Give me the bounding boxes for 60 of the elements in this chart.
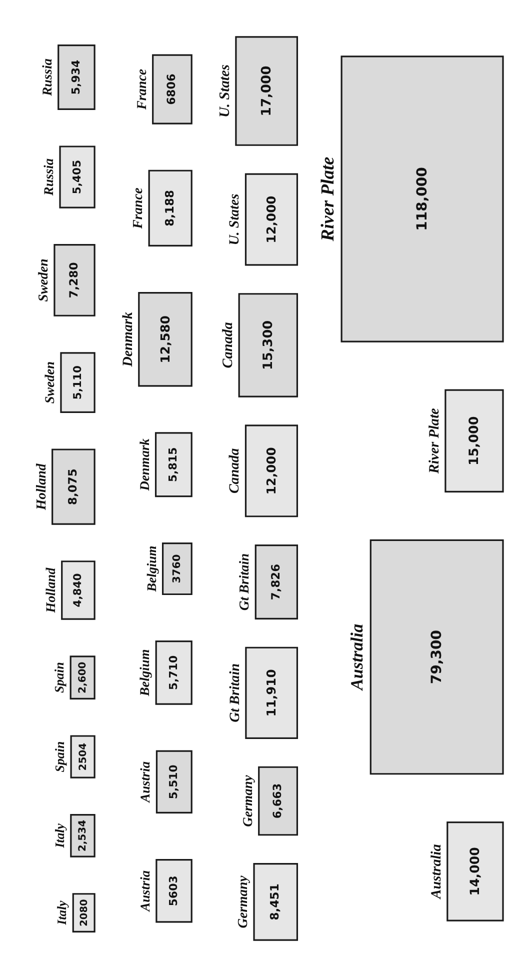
category-label: Belgium (137, 649, 152, 698)
data-label: 5,710 (166, 654, 180, 690)
data-label: 5,405 (70, 160, 84, 194)
category-label: Australia (348, 624, 367, 690)
category-label: Russia (39, 58, 54, 96)
data-label: 15,000 (467, 416, 482, 466)
data-label: 11,910 (264, 669, 279, 717)
data-label: 2080 (78, 899, 90, 926)
data-label: 14,000 (467, 846, 482, 896)
data-label: 8,451 (268, 884, 282, 920)
category-label: Sweden (42, 361, 57, 404)
category-label: Gt Britain (226, 663, 243, 722)
category-label: Australia (428, 844, 444, 900)
data-label: 7,826 (268, 564, 282, 600)
data-label: 2,534 (78, 820, 89, 852)
data-label: 5,510 (167, 764, 180, 800)
data-label: 5,815 (166, 447, 180, 482)
category-label: Germany (240, 775, 255, 827)
category-label: Denmark (136, 438, 152, 492)
category-label: Germany (235, 874, 250, 928)
data-label: 12,000 (264, 196, 278, 244)
data-label: 3760 (171, 554, 184, 584)
category-label: Canada (226, 448, 243, 494)
category-label: U. States (226, 193, 243, 246)
data-label: 5,110 (70, 366, 84, 400)
data-label: 5603 (167, 876, 180, 906)
category-label: Austria (138, 761, 153, 802)
category-label: Gt Britain (236, 553, 252, 611)
category-label: Holland (33, 464, 48, 510)
data-label: 12,580 (157, 315, 172, 364)
category-label: Italy (55, 900, 70, 926)
data-label: 8,075 (65, 468, 80, 505)
data-label: 17,000 (260, 66, 275, 116)
category-label: Denmark (120, 312, 136, 367)
category-label: Spain (52, 741, 68, 772)
category-label: Austria (137, 870, 152, 912)
category-label: River Plate (318, 156, 338, 242)
data-label: 2,600 (78, 662, 89, 694)
category-label: River Plate (426, 407, 442, 475)
category-label: Sweden (35, 258, 50, 302)
data-label: 15,300 (261, 320, 276, 370)
data-label: 8,188 (162, 190, 176, 226)
data-label: 5,934 (69, 60, 82, 95)
category-label: Canada (220, 322, 236, 368)
data-label: 118,000 (414, 166, 430, 231)
category-label: Holland (42, 567, 58, 614)
data-label: 12,000 (264, 447, 278, 495)
category-label: France (130, 188, 146, 230)
category-label: Belgium (144, 546, 159, 592)
category-label: France (134, 68, 149, 110)
category-label: Italy (52, 823, 67, 848)
category-label: Spain (52, 662, 67, 694)
data-label: 6,663 (271, 783, 284, 819)
data-label: 6806 (165, 74, 178, 105)
category-label: Russia (41, 158, 56, 197)
data-label: 4,840 (71, 573, 84, 608)
data-label: 7,280 (66, 262, 81, 298)
data-label: 2504 (78, 742, 89, 771)
category-label: U. States (216, 64, 233, 118)
data-label: 79,300 (428, 630, 445, 684)
